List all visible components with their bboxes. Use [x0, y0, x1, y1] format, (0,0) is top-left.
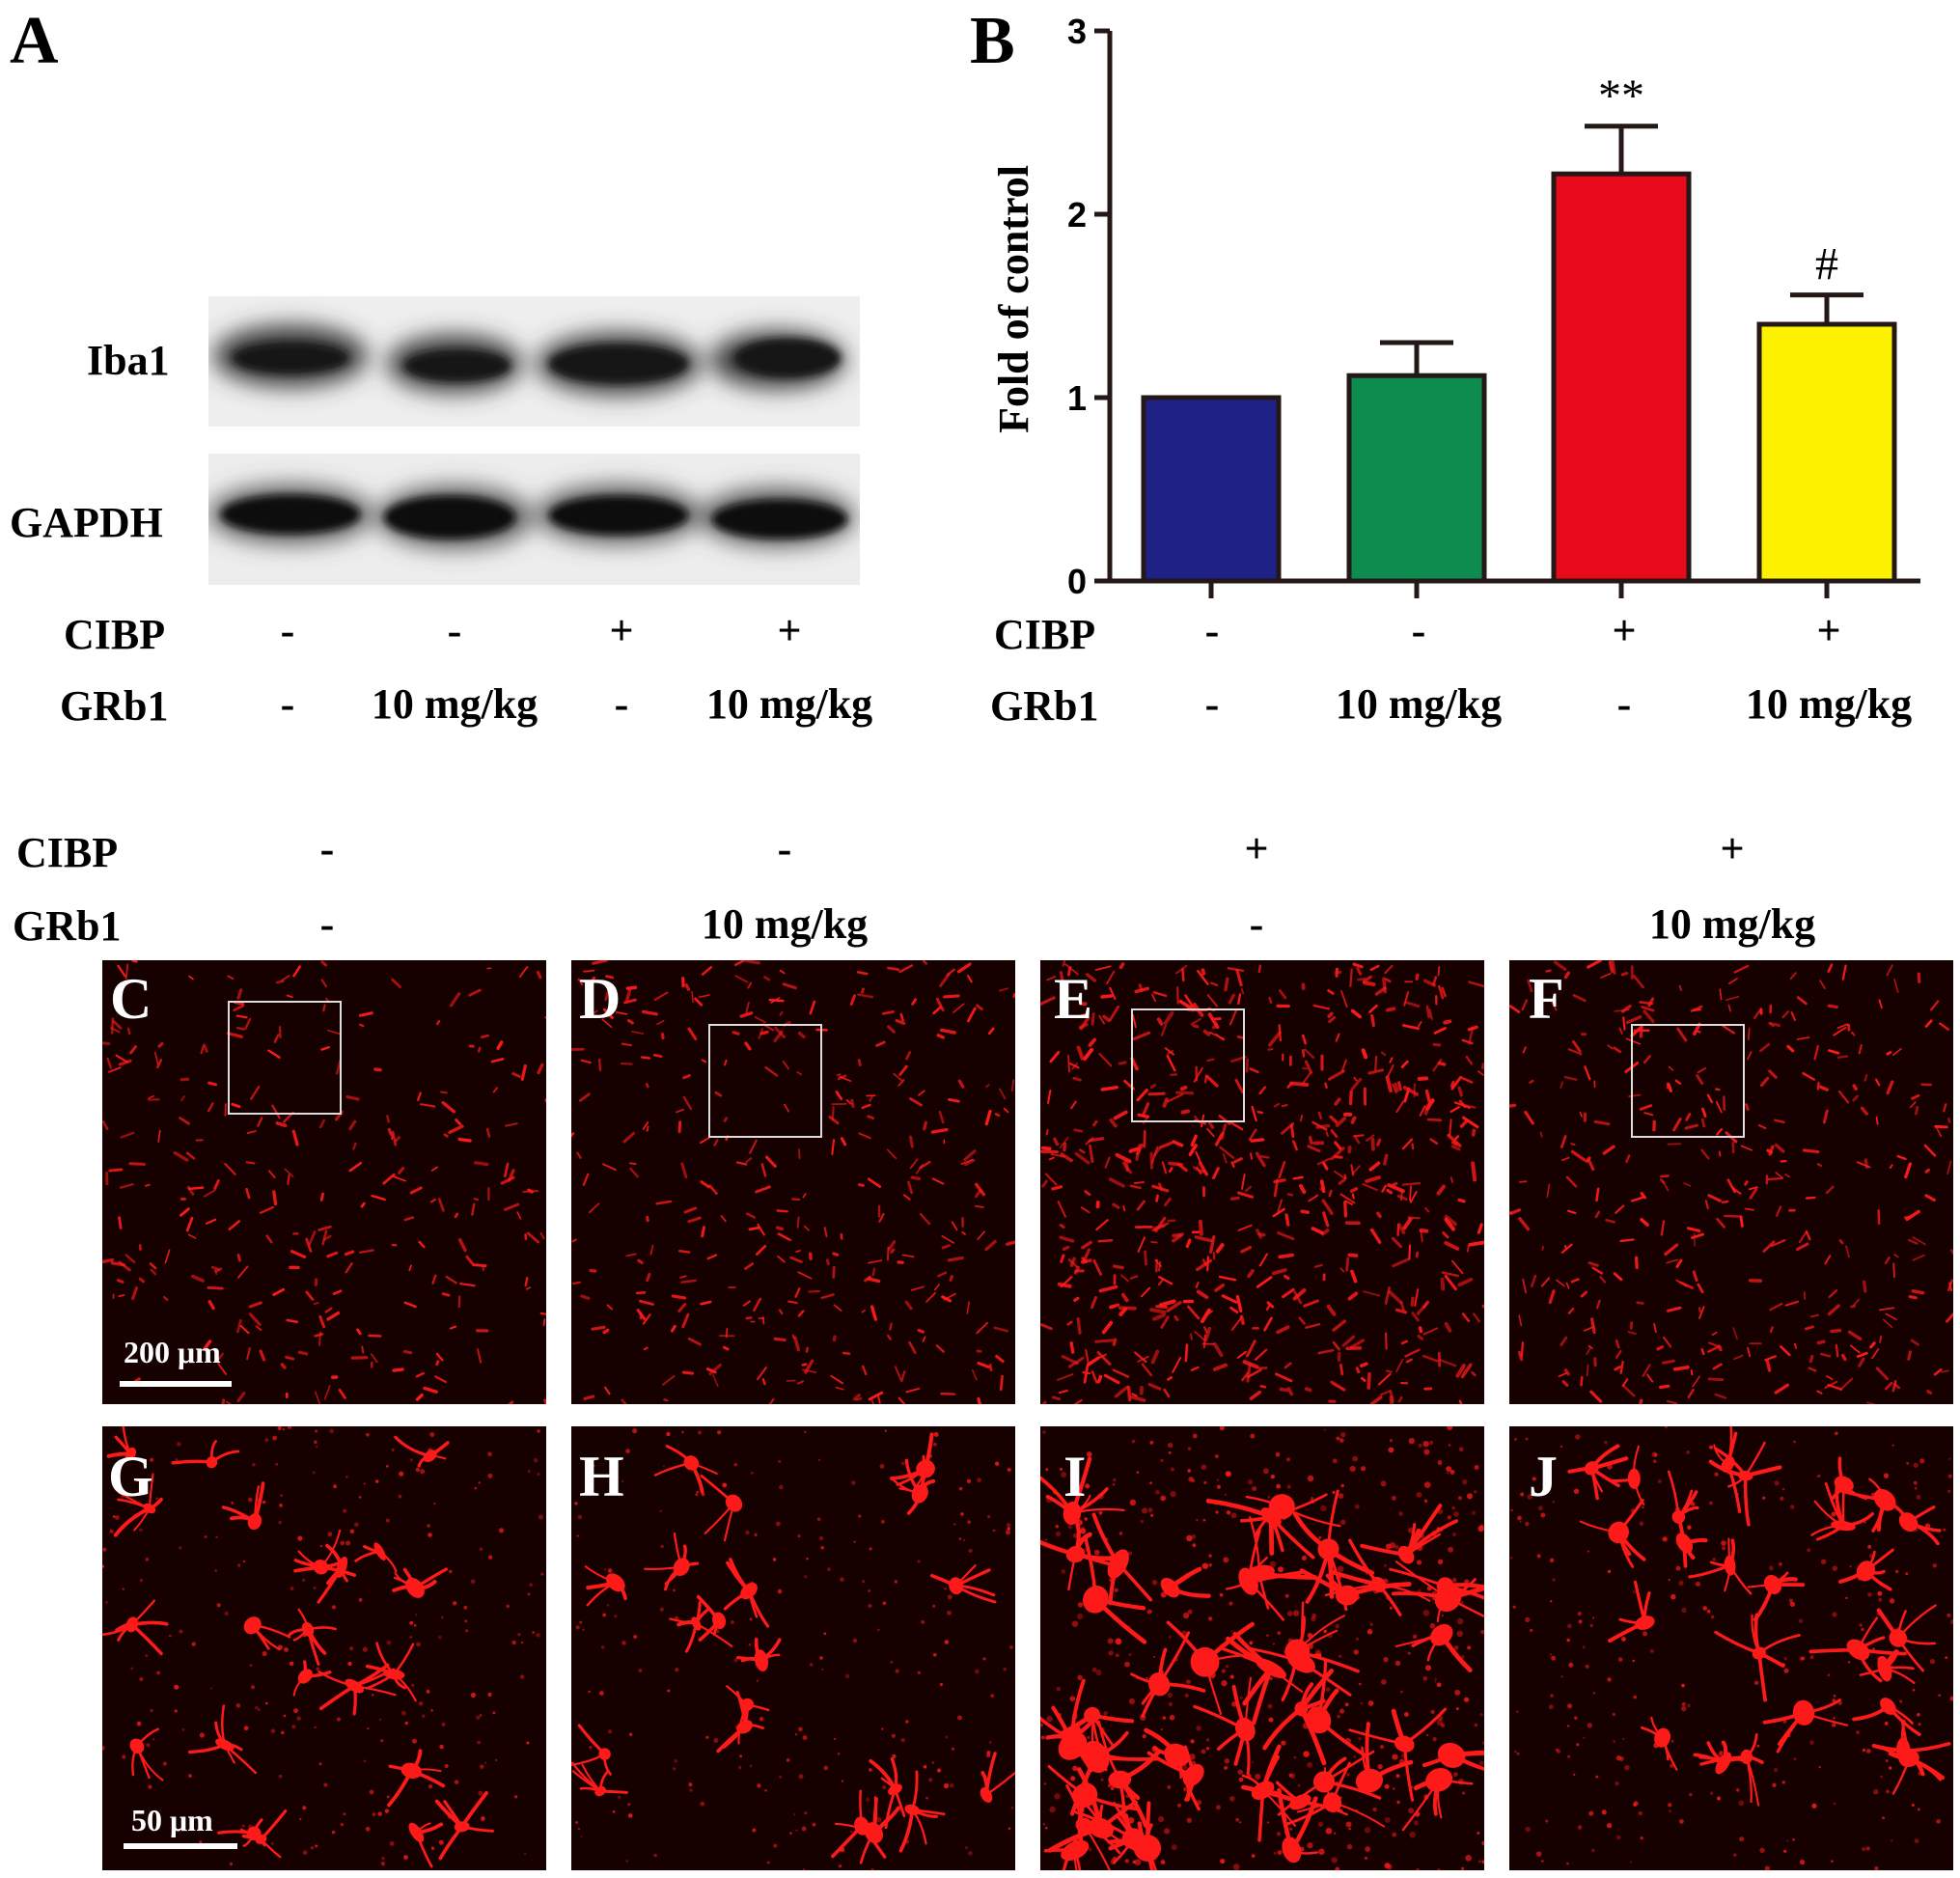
bar — [1756, 321, 1897, 584]
panel-b-cibp-2: - — [1411, 607, 1426, 654]
panel-a-cibp-label: CIBP — [64, 611, 166, 658]
y-tick-label: 1 — [1067, 378, 1087, 418]
blot-gapdh — [208, 454, 860, 585]
micrograph-e: E — [1040, 960, 1484, 1404]
micrograph-letter-i: I — [1063, 1445, 1087, 1508]
y-axis-label: Fold of control — [990, 165, 1037, 433]
blot-row-label-iba1: Iba1 — [87, 337, 170, 384]
panel-a-grb1-label: GRb1 — [60, 682, 169, 730]
panel-b-grb1-2: 10 mg/kg — [1335, 680, 1503, 728]
panel-b-cibp-4: + — [1816, 607, 1841, 654]
scalebar-200um — [120, 1381, 232, 1387]
micrograph-c: C 200 μm — [102, 960, 546, 1404]
micrograph-letter-e: E — [1054, 967, 1093, 1031]
bar-chart: Fold of control 0 1 2 3 ** # — [990, 12, 1920, 601]
significance-label: ** — [1598, 70, 1644, 122]
panel-a-letter: A — [10, 4, 59, 78]
panel-b-cibp-label: CIBP — [994, 611, 1096, 658]
blot-iba1 — [208, 296, 860, 427]
micrograph-h: H — [571, 1426, 1015, 1870]
panel-a-grb1-3: - — [614, 680, 629, 728]
panel-b-cibp-3: + — [1612, 607, 1637, 654]
micrograph-letter-f: F — [1529, 967, 1564, 1031]
blot-row-label-gapdh: GAPDH — [10, 499, 163, 546]
panel-a-cibp-1: - — [280, 607, 295, 654]
lower-grb1-2: 10 mg/kg — [701, 900, 869, 948]
micrograph-j: J — [1509, 1426, 1953, 1870]
significance-label: # — [1815, 239, 1838, 290]
panel-b-grb1-3: - — [1616, 680, 1632, 728]
panel-a-grb1-4: 10 mg/kg — [705, 680, 873, 728]
micrograph-letter-g: G — [108, 1445, 153, 1508]
panel-a-cibp-2: - — [447, 607, 462, 654]
micrograph-letter-c: C — [110, 967, 152, 1031]
micrograph-letter-d: D — [579, 967, 621, 1031]
micrograph-d: D — [571, 960, 1015, 1404]
micrograph-i: I — [1040, 1426, 1484, 1870]
scalebar-label-200um: 200 μm — [124, 1335, 221, 1369]
inset-box-e — [1131, 1008, 1245, 1122]
bar — [1551, 171, 1692, 584]
y-tick-label: 3 — [1067, 12, 1087, 51]
micrograph-f: F — [1509, 960, 1953, 1404]
lower-cibp-2: - — [777, 825, 792, 872]
lower-grb1-label: GRb1 — [13, 902, 122, 950]
panel-b-grb1-label: GRb1 — [990, 682, 1099, 730]
inset-box-f — [1631, 1024, 1745, 1138]
lower-grb1-1: - — [319, 900, 335, 948]
panel-a-grb1-2: 10 mg/kg — [371, 680, 538, 728]
panel-b-letter: B — [970, 4, 1015, 78]
panel-a-cibp-3: + — [609, 607, 634, 654]
panel-b-grb1-4: 10 mg/kg — [1745, 680, 1913, 728]
bar — [1346, 373, 1487, 584]
bar — [1141, 395, 1282, 584]
scalebar-label-50um: 50 μm — [131, 1803, 213, 1837]
panel-a-cibp-4: + — [777, 607, 802, 654]
lower-cibp-label: CIBP — [16, 829, 119, 876]
inset-box-d — [708, 1024, 822, 1138]
micrograph-letter-j: J — [1529, 1445, 1558, 1508]
scalebar-50um — [124, 1843, 237, 1849]
lower-cibp-1: - — [319, 825, 335, 872]
panel-b-cibp-1: - — [1204, 607, 1220, 654]
panel-b-grb1-1: - — [1204, 680, 1220, 728]
micrograph-letter-h: H — [579, 1445, 624, 1508]
inset-box-c — [228, 1001, 342, 1115]
panel-a-grb1-1: - — [280, 680, 295, 728]
y-tick-label: 2 — [1067, 195, 1087, 235]
lower-grb1-4: 10 mg/kg — [1648, 900, 1816, 948]
micrograph-g: G 50 μm — [102, 1426, 546, 1870]
lower-cibp-4: + — [1720, 825, 1745, 872]
lower-cibp-3: + — [1244, 825, 1269, 872]
y-tick-label: 0 — [1067, 562, 1087, 601]
lower-grb1-3: - — [1249, 900, 1264, 948]
